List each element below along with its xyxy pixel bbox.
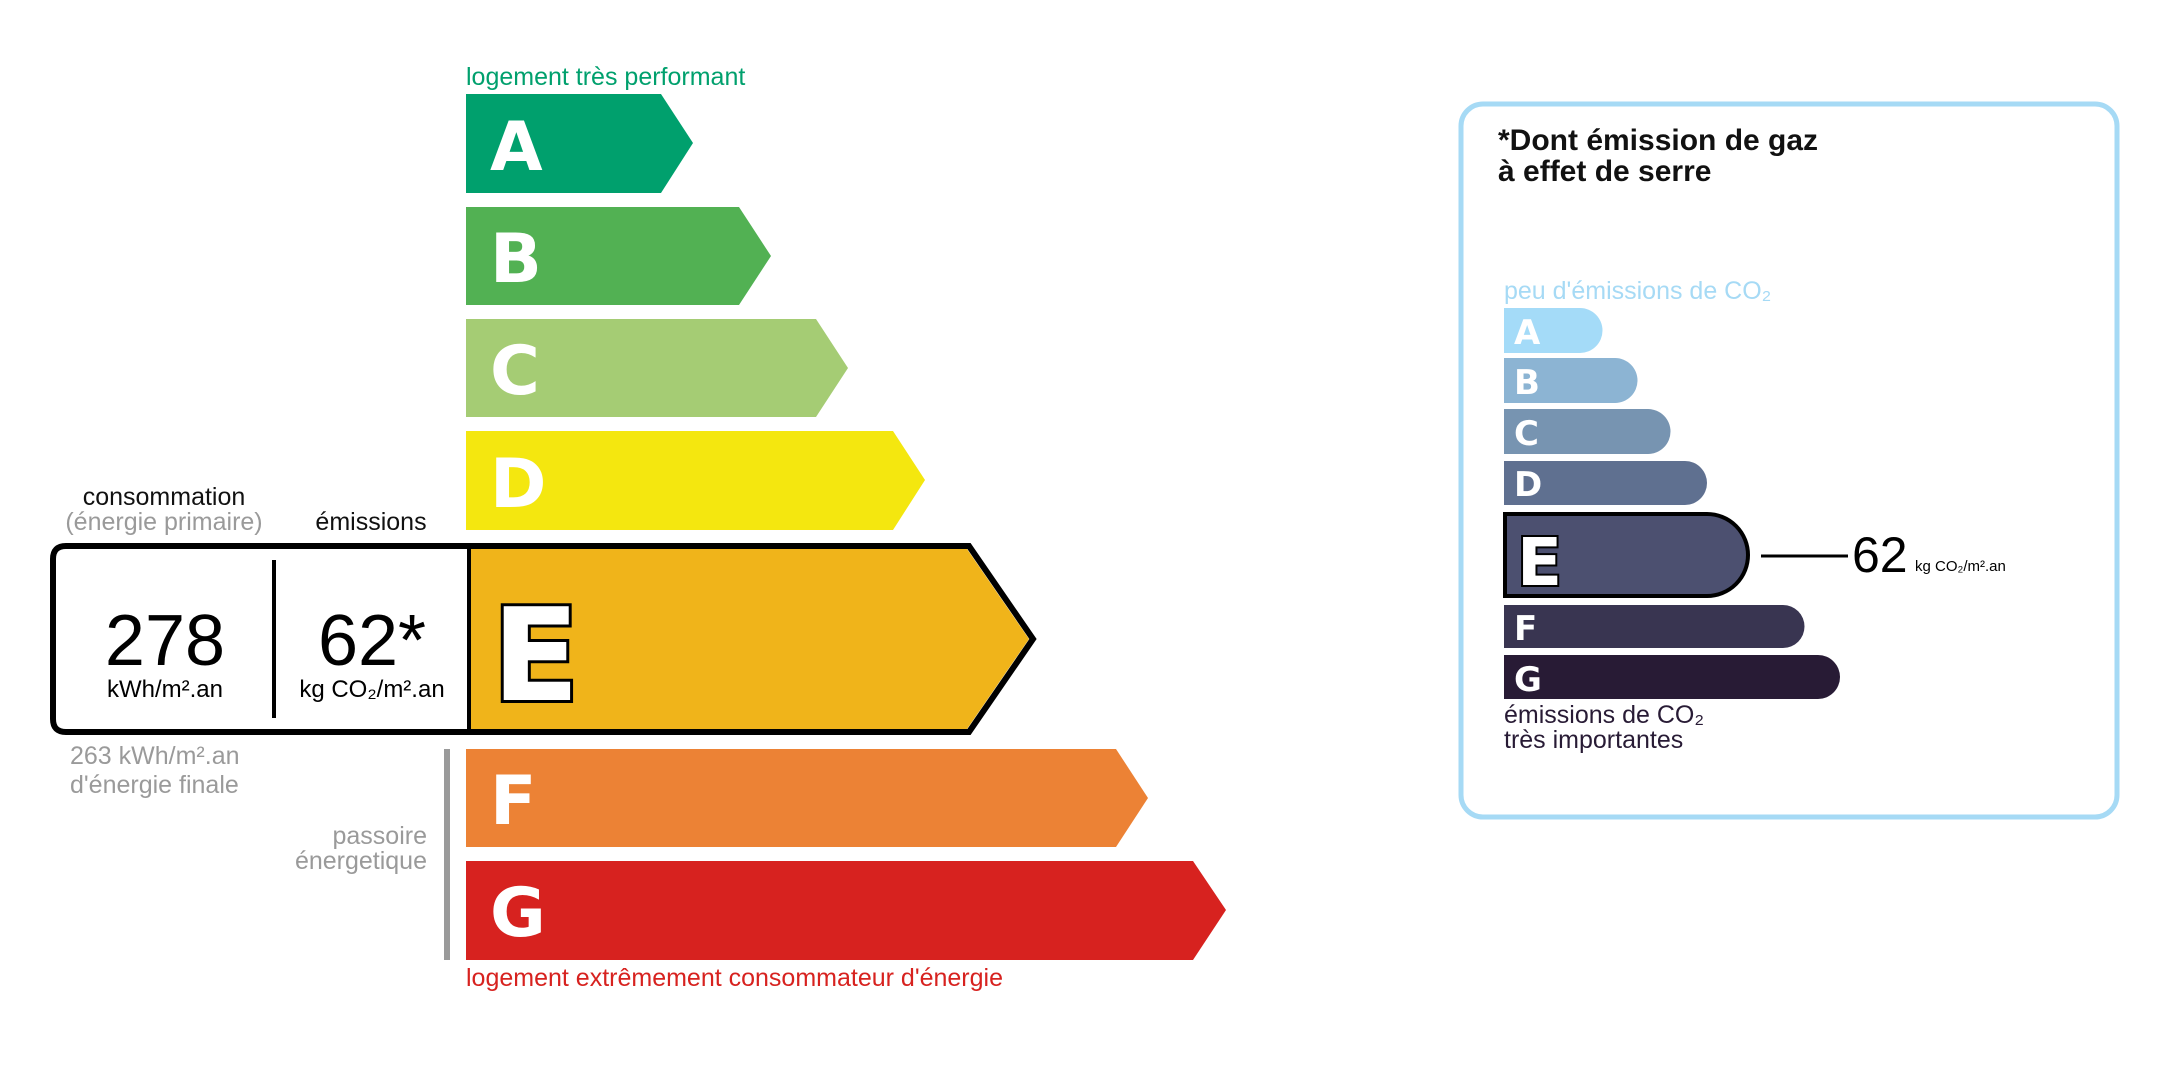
dpe-letter-a: A (490, 108, 543, 187)
emissions-value: 62* (318, 601, 426, 681)
ges-bar-c: C (1504, 409, 1671, 454)
consumption-value: 278 (105, 601, 225, 681)
final-energy-value: 263 kWh/m².an (70, 742, 240, 770)
dpe-bottom-label: logement extrêmement consommateur d'éner… (466, 964, 1003, 992)
final-energy-label: d'énergie finale (70, 771, 239, 799)
ges-letter-c: C (1514, 414, 1539, 454)
consumption-unit: kWh/m².an (107, 676, 223, 703)
dpe-letter-f: F (490, 762, 536, 841)
passoire-label-line2: énergetique (295, 847, 427, 875)
ges-letter-g: G (1514, 660, 1542, 700)
dpe-letter-b: B (490, 220, 542, 299)
ges-unit: kg CO₂/m².an (1915, 558, 2006, 575)
ges-letter-d: D (1514, 465, 1542, 505)
dpe-bar-d: D (466, 431, 925, 530)
consumption-sublabel: (énergie primaire) (65, 508, 262, 536)
ges-bar-e-current: E (1503, 512, 1750, 603)
dpe-letter-d: D (490, 445, 546, 524)
dpe-letter-c: C (490, 332, 540, 411)
dpe-bar-a: A (466, 94, 693, 193)
ges-top-label: peu d'émissions de CO₂ (1504, 277, 1771, 305)
dpe-top-label: logement très performant (466, 63, 745, 91)
ges-letter-b: B (1514, 363, 1540, 403)
ges-bar-b: B (1504, 358, 1638, 403)
dpe-letter-e: E (492, 582, 579, 731)
emissions-label: émissions (315, 508, 426, 536)
dpe-bar-c: C (466, 319, 848, 417)
dpe-bar-b: B (466, 207, 771, 305)
ges-bar-a: A (1504, 308, 1603, 353)
ges-title-line2: à effet de serre (1498, 155, 1711, 188)
ges-title-line1: *Dont émission de gaz (1498, 124, 1818, 157)
ges-bottom-label-line2: très importantes (1504, 726, 1683, 754)
ges-bar-g: G (1504, 655, 1840, 700)
passoire-bracket (444, 749, 450, 960)
ges-bar-d: D (1504, 461, 1707, 505)
dpe-bar-g: G (466, 861, 1226, 960)
ges-value: 62 (1852, 527, 1908, 583)
ges-letter-f: F (1514, 609, 1537, 649)
ges-bar-f: F (1504, 605, 1805, 649)
dpe-current-class-box: E 278 kWh/m².an 62* kg CO₂/m².an (50, 543, 1037, 735)
consumption-label: consommation (83, 483, 246, 511)
dpe-letter-g: G (490, 874, 546, 953)
passoire-label-line1: passoire (333, 822, 428, 850)
dpe-bar-f: F (466, 749, 1148, 847)
ges-letter-e: E (1517, 524, 1562, 601)
emissions-unit: kg CO₂/m².an (299, 676, 444, 703)
ges-letter-a: A (1514, 313, 1541, 353)
ges-bottom-label-line1: émissions de CO₂ (1504, 701, 1704, 729)
